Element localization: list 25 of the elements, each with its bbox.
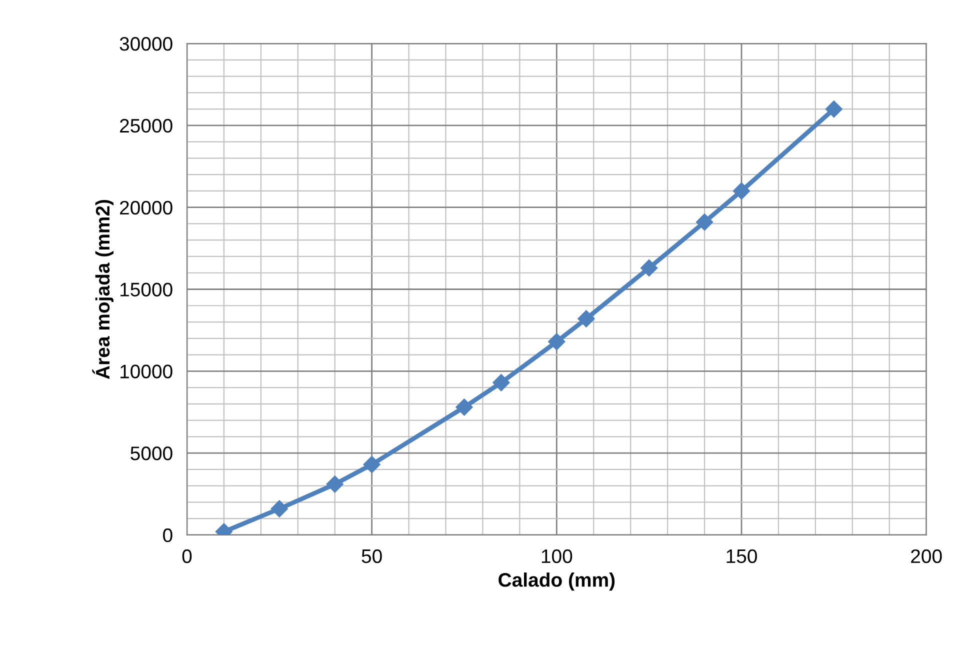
y-tick-label: 25000 — [120, 118, 172, 133]
y-tick-label: 5000 — [130, 446, 172, 460]
point — [578, 310, 595, 328]
x-tick-label: 0 — [182, 549, 192, 564]
y-tick-label: 30000 — [120, 37, 172, 51]
point — [548, 333, 566, 350]
point — [492, 374, 510, 392]
point — [825, 100, 842, 118]
y-tick-label: 0 — [163, 528, 172, 542]
point — [456, 398, 473, 416]
y-tick-label: 20000 — [120, 200, 172, 215]
x-tick-label: 150 — [726, 549, 757, 564]
x-tick-label: 50 — [362, 549, 382, 564]
x-tick-label: 100 — [542, 549, 572, 564]
point — [326, 476, 344, 493]
y-axis-title: Área mojada (mm2) — [92, 200, 114, 379]
y-tick-label: 15000 — [120, 282, 172, 296]
point — [732, 182, 750, 200]
point — [696, 214, 714, 231]
point — [270, 500, 288, 518]
x-axis-title: Calado (mm) — [498, 572, 615, 591]
point — [640, 259, 658, 277]
y-tick-label: 10000 — [120, 364, 172, 378]
point — [363, 456, 380, 474]
x-tick-label: 200 — [911, 549, 942, 564]
